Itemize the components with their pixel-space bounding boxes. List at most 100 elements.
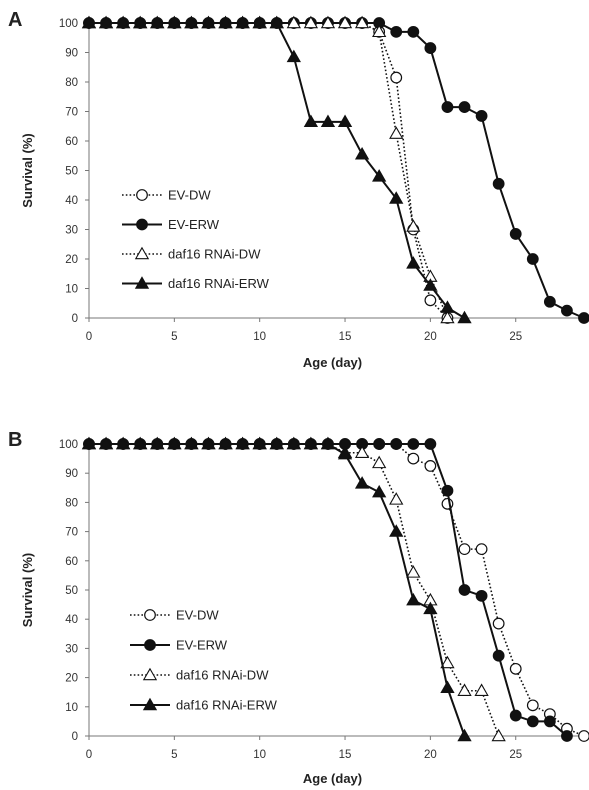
x-axis-title: Age (day)	[303, 355, 362, 370]
data-point	[201, 15, 216, 29]
legend-label: EV-DW	[168, 188, 211, 203]
data-point	[389, 524, 404, 537]
legend-marker	[144, 609, 156, 621]
x-tick-label: 15	[339, 749, 352, 761]
legend-marker	[136, 189, 148, 201]
data-point	[372, 169, 387, 182]
x-tick-label: 25	[509, 331, 522, 343]
data-point	[354, 15, 370, 29]
data-point	[509, 228, 522, 240]
legend-marker	[134, 246, 150, 260]
data-point	[423, 601, 438, 615]
data-point	[578, 312, 589, 324]
data-point	[526, 699, 539, 712]
x-tick-label: 5	[171, 331, 177, 343]
data-point	[406, 256, 421, 269]
data-point	[390, 25, 403, 38]
series-ev-dw	[83, 438, 589, 742]
panel-b: B 0 10 20 30 40 50 60 70 80 90 100 0 5 10 15 20 25 Age (da…	[8, 429, 589, 786]
data-point	[474, 683, 489, 696]
y-tick-label: 30	[65, 643, 78, 655]
y-tick-label: 100	[59, 439, 78, 451]
data-point	[337, 15, 353, 29]
y-tick-label: 100	[59, 18, 78, 30]
data-point	[491, 728, 506, 742]
data-point	[441, 101, 454, 113]
data-point	[390, 71, 403, 84]
series-line	[89, 443, 500, 737]
data-point	[458, 584, 471, 596]
data-point	[475, 543, 488, 556]
data-point	[440, 300, 455, 313]
panel-a: A 0 10 20 30 40 50 60 70 80 90 100 0 5 10 15 20 25 Age (da…	[8, 9, 589, 370]
data-point	[509, 662, 522, 675]
series-line	[89, 443, 568, 737]
series-line	[89, 22, 466, 319]
data-point	[81, 15, 97, 29]
legend-marker	[144, 639, 156, 651]
panel-letter: A	[8, 9, 22, 31]
x-tick-label: 20	[424, 331, 437, 343]
series-line	[89, 22, 449, 319]
data-point	[373, 438, 386, 450]
series-daf16-rnai-erw	[81, 15, 472, 324]
data-point	[440, 680, 455, 694]
legend-label: daf16 RNAi-DW	[168, 247, 261, 262]
data-point	[184, 15, 199, 29]
legend-marker	[142, 697, 158, 711]
data-point	[320, 114, 336, 128]
data-point	[167, 15, 182, 29]
data-point	[98, 15, 114, 29]
y-tick-label: 20	[65, 673, 78, 685]
x-tick-label: 25	[509, 749, 522, 761]
data-point	[372, 455, 387, 469]
data-point	[286, 15, 301, 29]
data-point	[337, 446, 353, 460]
data-point	[407, 25, 420, 38]
data-point	[150, 15, 165, 29]
y-tick-label: 30	[65, 225, 78, 237]
data-point	[372, 484, 387, 498]
y-tick-label: 90	[65, 48, 78, 60]
x-tick-label: 15	[339, 331, 352, 343]
data-point	[218, 15, 233, 29]
data-point	[81, 436, 97, 450]
data-point	[303, 436, 319, 450]
legend-label: daf16 RNAi-ERW	[168, 276, 270, 291]
data-point	[457, 683, 472, 696]
series-line	[89, 22, 585, 319]
data-point	[286, 49, 301, 63]
data-point	[457, 310, 472, 324]
data-point	[424, 438, 437, 450]
y-tick-label: 0	[72, 731, 78, 743]
data-point	[441, 484, 454, 497]
data-point	[475, 589, 488, 602]
y-tick-label: 60	[65, 136, 78, 148]
data-point	[509, 709, 522, 722]
data-point	[354, 146, 370, 160]
data-point	[133, 436, 148, 450]
y-tick-label: 10	[65, 702, 78, 714]
y-tick-label: 80	[65, 497, 78, 509]
data-point	[543, 715, 556, 728]
legend-label: daf16 RNAi-DW	[176, 668, 269, 683]
data-point	[407, 438, 420, 450]
data-point	[354, 476, 370, 489]
panel-letter: B	[8, 429, 22, 451]
data-point	[406, 592, 421, 606]
data-point	[406, 565, 421, 578]
data-point	[578, 730, 589, 742]
data-point	[389, 492, 404, 505]
y-tick-label: 50	[65, 585, 78, 597]
data-point	[423, 278, 438, 291]
data-point	[252, 436, 267, 450]
x-axis-title: Age (day)	[303, 771, 362, 786]
series-line	[89, 22, 449, 319]
data-point	[115, 436, 131, 450]
data-point	[320, 15, 336, 29]
data-point	[201, 436, 216, 450]
y-tick-label: 90	[65, 468, 78, 480]
x-tick-label: 0	[86, 331, 92, 343]
y-tick-label: 60	[65, 556, 78, 568]
